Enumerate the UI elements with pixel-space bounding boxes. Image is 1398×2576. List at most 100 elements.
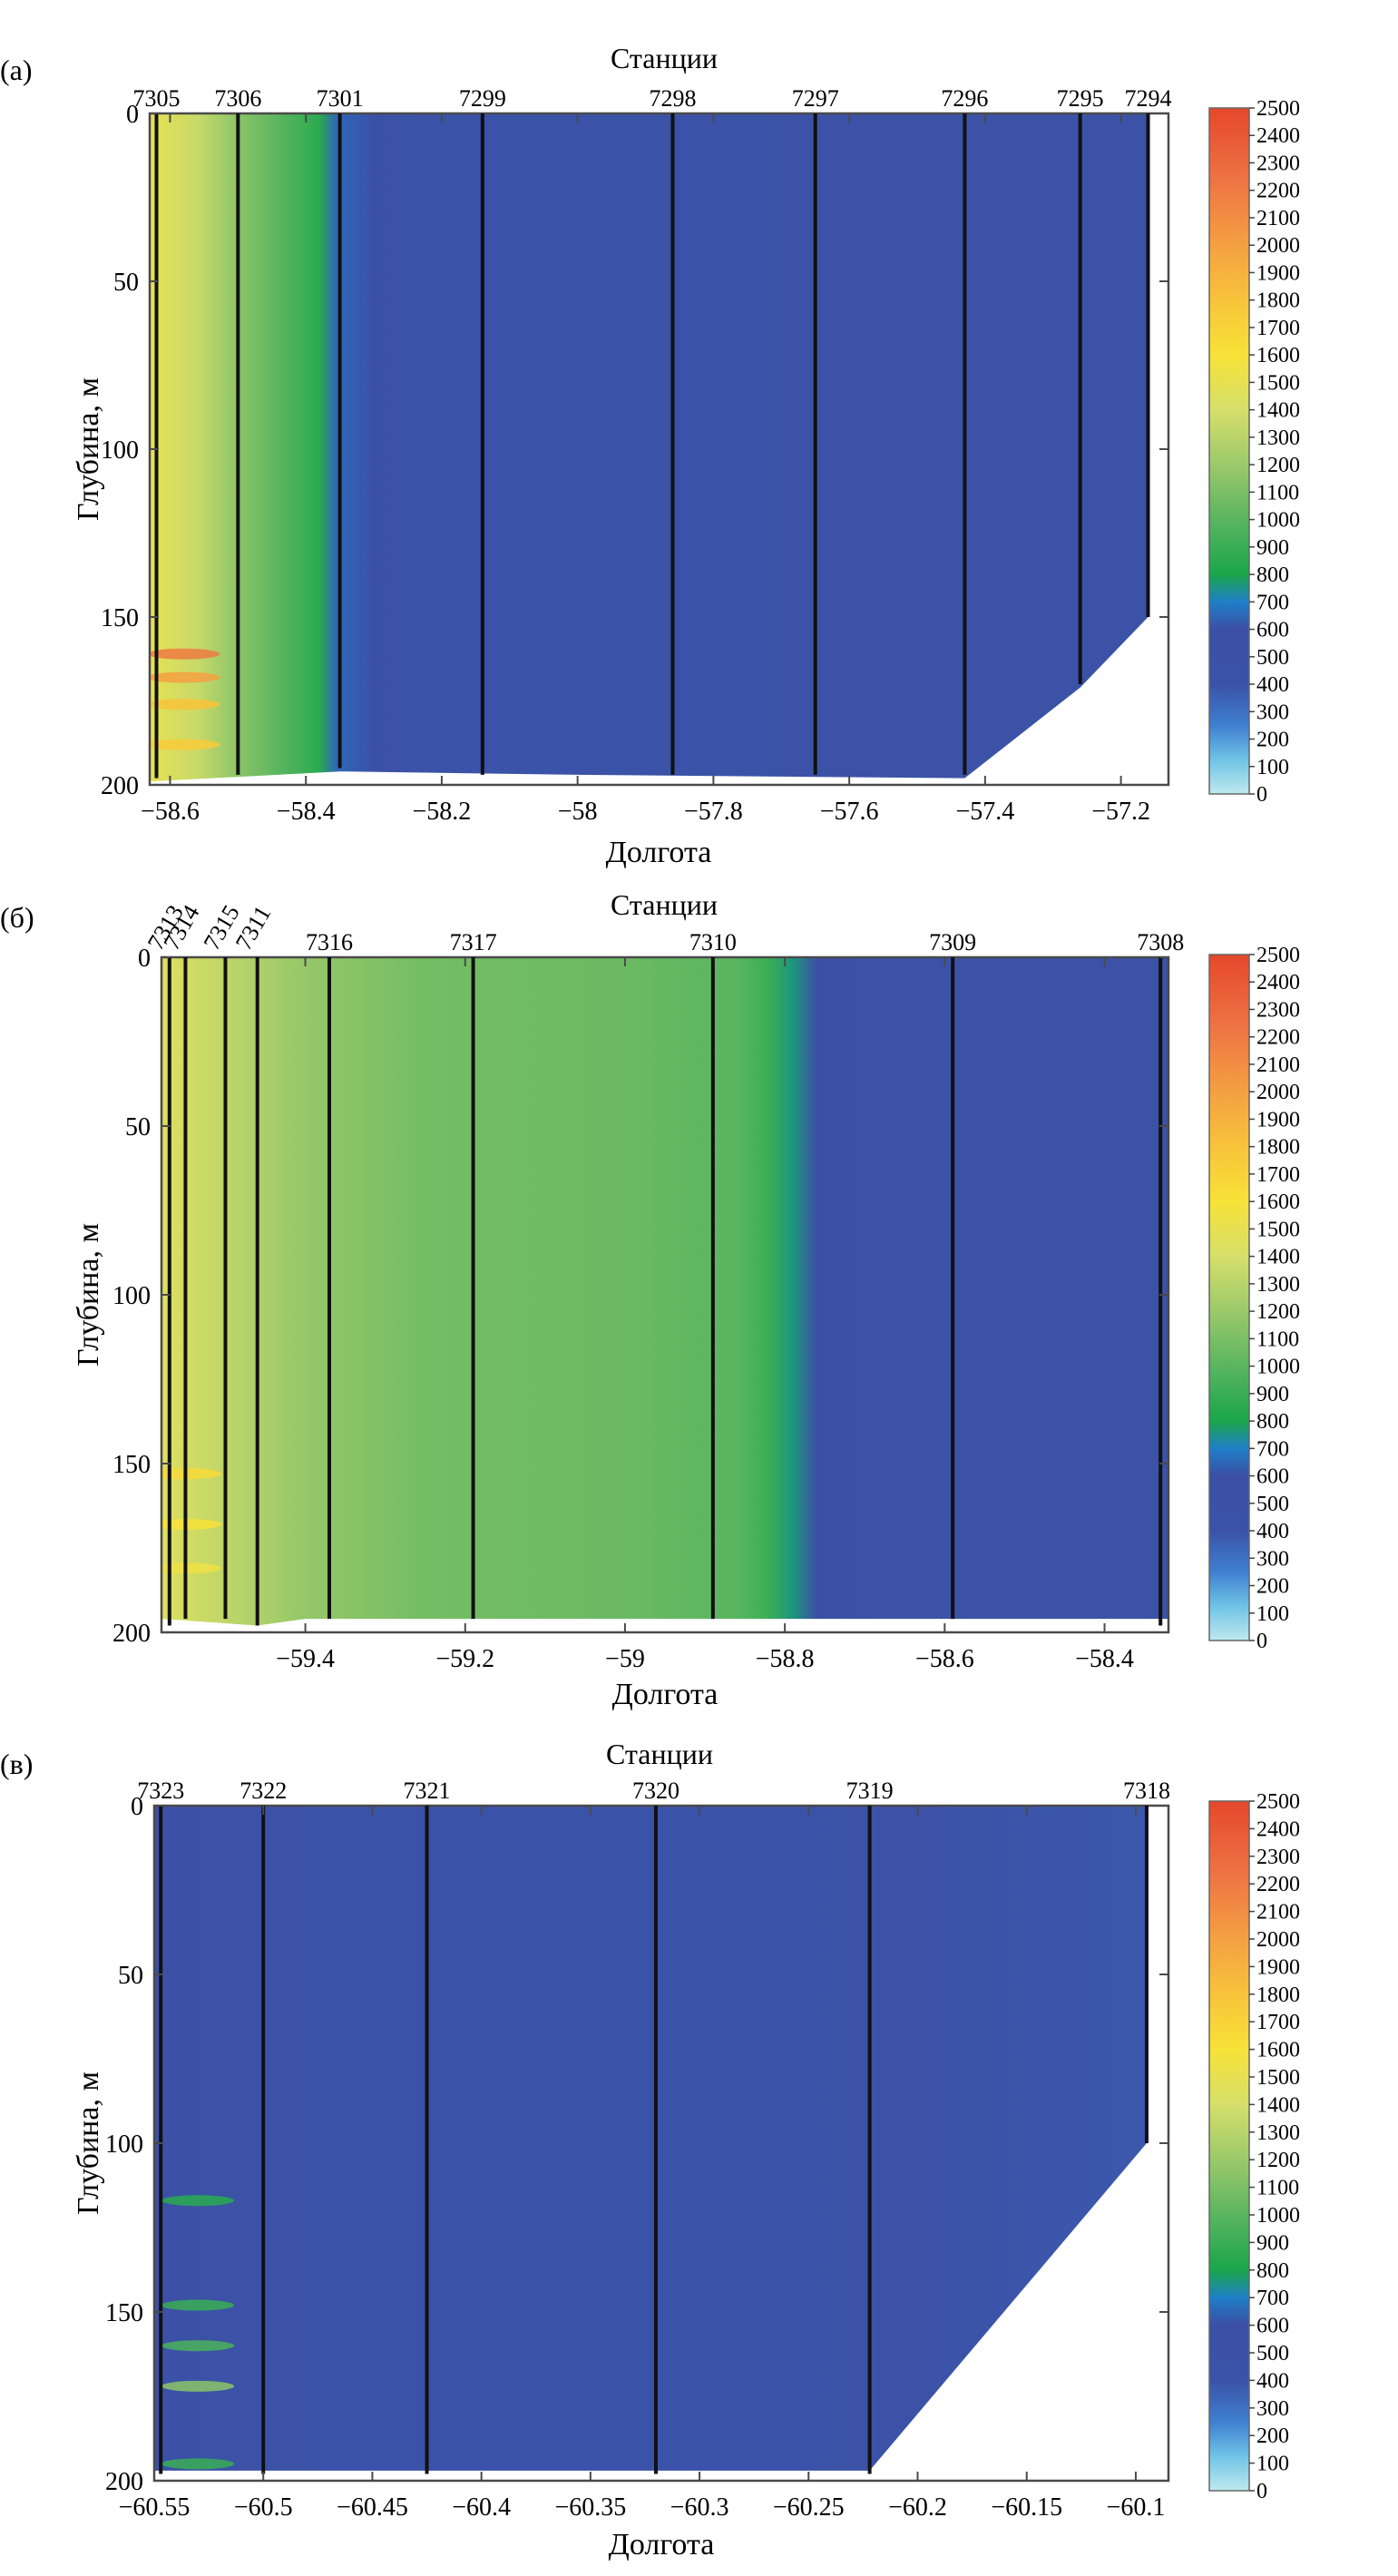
colorbar-scale: [1208, 1800, 1250, 2492]
y-tick-label: 50: [118, 1962, 143, 1990]
colorbar-tick-label: 200: [1256, 729, 1289, 752]
x-axis-ticks: −58.6 −58.4 −58.2 −58 −57.8 −57.6 −57.4 −57.2: [141, 113, 1150, 826]
station-label: 7311: [230, 901, 277, 955]
colorbar-tick-label: 1400: [1256, 2093, 1300, 2117]
colorbar-tick-label: 700: [1256, 1437, 1289, 1461]
colorbar-tick-label: 1700: [1256, 317, 1300, 340]
station-label: 7316: [306, 929, 353, 955]
colorbar-tick-label: 1900: [1256, 1955, 1300, 1979]
colorbar-tick-label: 1600: [1256, 1190, 1300, 1214]
colorbar-tick-label: 500: [1256, 646, 1289, 670]
x-axis-ticks: −59.4 −59.2 −59 −58.8 −58.6 −58.4: [276, 957, 1134, 1673]
y-tick-label: 100: [112, 1282, 151, 1310]
hotspot-streak: [161, 2458, 235, 2470]
hotspot-streak: [150, 739, 220, 750]
station-label: 7296: [941, 85, 988, 112]
colorbar-tick-label: 1500: [1256, 1218, 1300, 1241]
panel-label: (а): [0, 54, 33, 86]
x-tick-label: −58.6: [915, 1645, 974, 1673]
colorbar-tick-label: 1700: [1256, 1163, 1300, 1187]
colorbar-tick-label: 1000: [1256, 509, 1300, 533]
colorbar-tick-label: 1000: [1256, 1356, 1300, 1379]
colorbar-tick-label: 0: [1256, 2480, 1267, 2503]
station-label: 7318: [1123, 1778, 1170, 1804]
y-tick-label: 150: [105, 2299, 143, 2327]
panel-a: (а) Станции 7305 7306 7301 7299 7298 7297 7296…: [0, 42, 1300, 869]
x-tick-label: −60.1: [1107, 2493, 1166, 2522]
x-tick-label: −60.5: [234, 2493, 293, 2522]
station-label: 7322: [240, 1778, 287, 1804]
x-tick-label: −57.4: [955, 798, 1014, 826]
colorbar-tick-label: 1400: [1256, 1246, 1300, 1269]
field-fill: [161, 957, 1168, 1626]
colorbar-tick-label: 800: [1256, 563, 1289, 587]
colorbar-tick-label: 600: [1256, 2315, 1289, 2338]
hotspot-streak: [150, 699, 220, 710]
colorbar-tick-label: 1200: [1256, 2149, 1300, 2172]
colorbar-tick-label: 2300: [1256, 998, 1300, 1022]
hotspot-streak: [161, 2195, 235, 2207]
y-tick-label: 50: [125, 1113, 151, 1141]
colorbar-tick-label: 300: [1256, 1547, 1289, 1571]
station-label: 7294: [1125, 85, 1172, 112]
colorbar-tick-label: 800: [1256, 1410, 1289, 1434]
y-tick-label: 150: [112, 1451, 151, 1479]
x-tick-label: −57.2: [1091, 798, 1150, 826]
colorbar-tick-label: 2300: [1256, 152, 1300, 175]
colorbar-tick-label: 1200: [1256, 454, 1300, 477]
x-tick-label: −58.4: [277, 798, 336, 826]
y-tick-label: 100: [101, 436, 139, 465]
station-label: 7295: [1057, 85, 1104, 112]
station-label: 7309: [929, 929, 976, 955]
colorbar-tick-label: 1300: [1256, 1273, 1300, 1297]
colorbar-tick-label: 2200: [1256, 180, 1300, 203]
panel-label: (в): [0, 1748, 33, 1780]
field-fill: [150, 113, 1149, 782]
colorbar-tick-label: 2400: [1256, 971, 1300, 994]
colorbar-tick-label: 2500: [1256, 1790, 1300, 1814]
y-tick-label: 200: [112, 1620, 151, 1648]
colorbar-tick-label: 2400: [1256, 1817, 1300, 1841]
colorbar-tick-label: 2300: [1256, 1846, 1300, 1869]
colorbar-tick-label: 900: [1256, 2231, 1289, 2255]
colorbar-tick-label: 100: [1256, 2453, 1289, 2476]
hotspot-streak: [161, 2299, 235, 2311]
x-axis-label: Долгота: [612, 1678, 719, 1711]
colorbar-tick-label: 1000: [1256, 2204, 1300, 2228]
y-tick-label: 200: [101, 772, 139, 800]
x-axis-label: Долгота: [609, 2528, 715, 2561]
colorbar-tick-label: 100: [1256, 1602, 1289, 1626]
x-tick-label: −58.2: [413, 798, 472, 826]
station-label: 7310: [689, 929, 737, 955]
y-tick-label: 150: [101, 604, 139, 632]
x-tick-label: −57.8: [684, 798, 743, 826]
station-label: 7305: [132, 85, 180, 112]
field-surface: [150, 113, 1149, 782]
colorbar-tick-label: 1800: [1256, 1136, 1300, 1160]
station-label: 7319: [846, 1778, 894, 1804]
y-tick-label: 0: [138, 945, 151, 973]
y-axis-ticks: 0 50 100 150 200: [112, 945, 1168, 1648]
x-tick-label: −59.2: [435, 1645, 494, 1673]
y-axis-label: Глубина, м: [72, 2072, 105, 2215]
hotspot-streak: [161, 2380, 235, 2392]
colorbar-tick-label: 2400: [1256, 124, 1300, 148]
station-label: 7320: [632, 1778, 679, 1804]
field-surface: [154, 1806, 1147, 2471]
x-axis-label: Долгота: [606, 836, 712, 869]
colorbar-tick-label: 200: [1256, 1575, 1289, 1599]
panel-c: (в) Станции 7323 7322 7321 7320 7319 7318 −60…: [0, 1738, 1300, 2561]
y-tick-label: 0: [126, 101, 139, 129]
hotspot-streak: [161, 2340, 235, 2352]
colorbar-tick-label: 400: [1256, 2369, 1289, 2393]
colorbar-tick-label: 1900: [1256, 261, 1300, 285]
panel-label: (б): [0, 901, 34, 934]
colorbar-tick-label: 1800: [1256, 289, 1300, 313]
station-label: 7323: [137, 1778, 184, 1804]
colorbar-tick-label: 2200: [1256, 1026, 1300, 1050]
field-surface: [161, 957, 1168, 1626]
colorbar-tick-label: 2000: [1256, 1081, 1300, 1104]
x-tick-label: −58.6: [141, 798, 200, 826]
colorbar-tick-label: 500: [1256, 2342, 1289, 2365]
